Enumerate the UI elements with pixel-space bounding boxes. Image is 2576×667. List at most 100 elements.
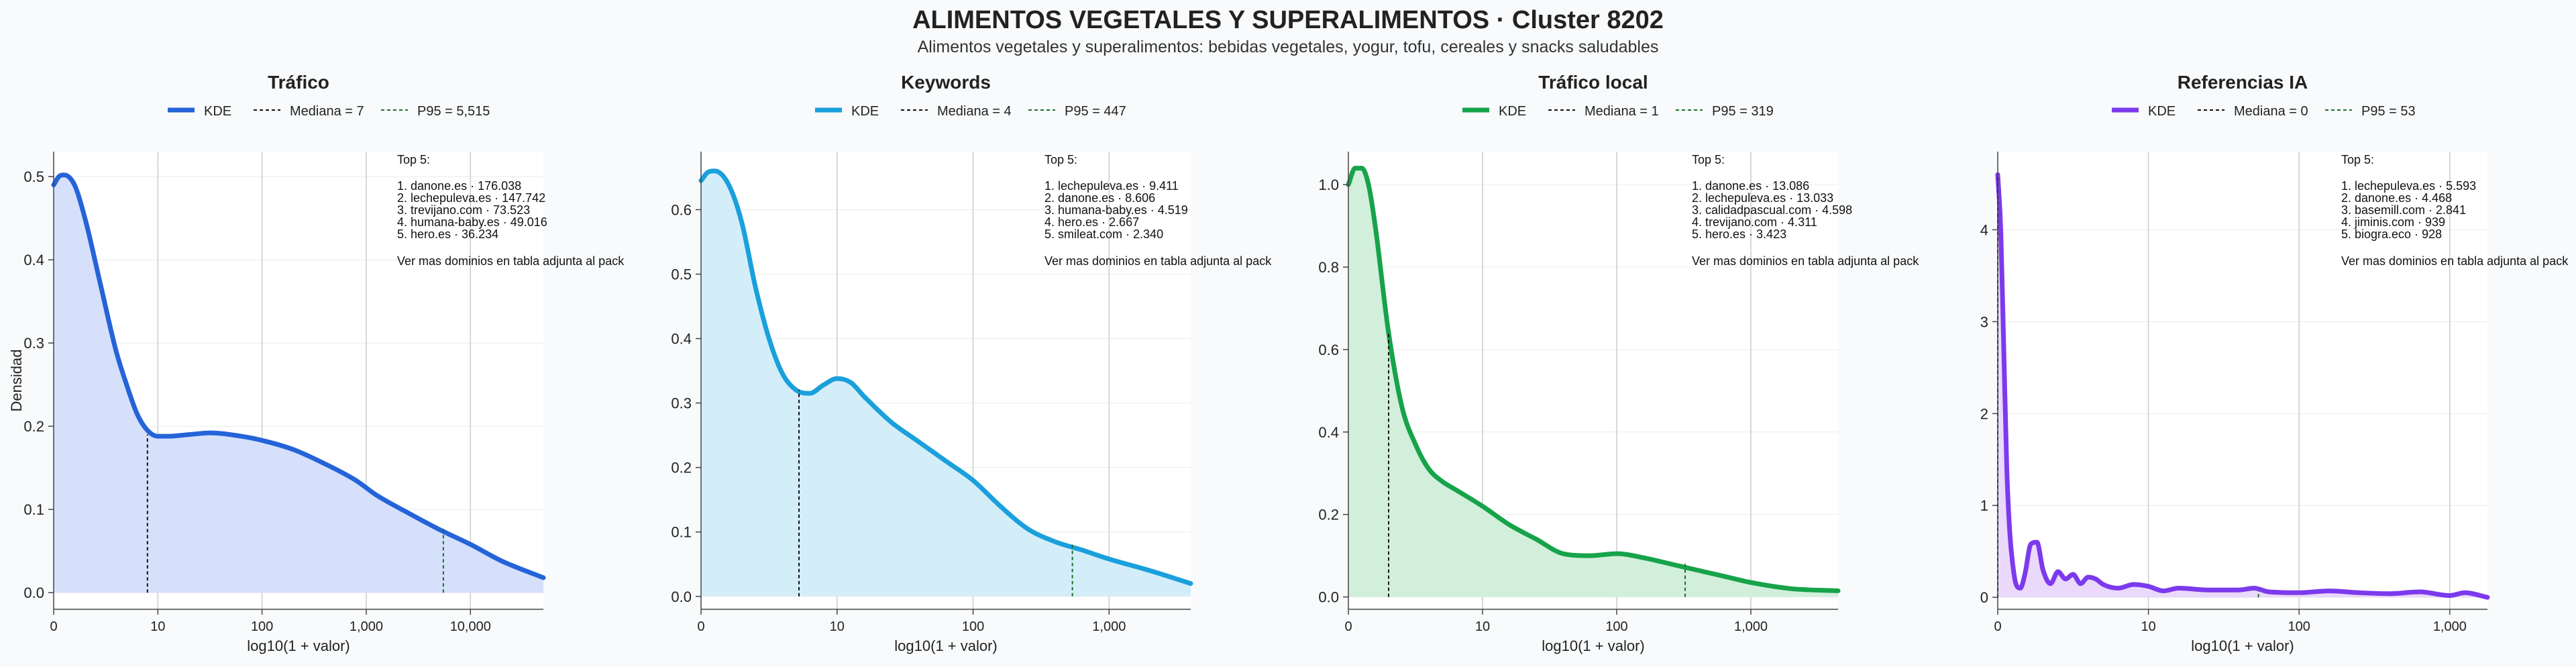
x-tick-label: 1,000: [2433, 619, 2467, 634]
y-tick-label: 4: [1980, 221, 1988, 238]
top5-note: Ver mas dominios en tabla adjunta al pac…: [397, 254, 625, 268]
top5-item: 5. hero.es · 3.423: [1692, 227, 1786, 241]
panel-2: Keywords KDE Mediana = 4 P95 = 447 0.0 0.1 0.2…: [671, 72, 1272, 654]
y-tick-label: 0.3: [23, 335, 44, 352]
x-tick-label: 0: [1344, 619, 1352, 634]
kde-line: [1995, 172, 2490, 600]
legend-kde-label: KDE: [204, 104, 231, 119]
y-tick-label: 0.6: [671, 201, 692, 218]
top5-title: Top 5:: [1044, 153, 1077, 166]
panel-title: Keywords: [901, 72, 991, 93]
x-tick-label: 0: [697, 619, 704, 634]
x-tick-label: 10: [150, 619, 165, 634]
top5-item: 5. smileat.com · 2.340: [1044, 227, 1163, 241]
legend-p95-label: P95 = 447: [1065, 104, 1126, 119]
x-tick-label: 1,000: [350, 619, 383, 634]
top5-item: 2. lechepuleva.es · 147.742: [397, 191, 545, 205]
panel-3: Tráfico local KDE Mediana = 1 P95 = 319 0.0 0…: [1318, 72, 1919, 654]
kde-line: [698, 168, 1193, 586]
kde-area: [1348, 168, 1838, 597]
figure-title: ALIMENTOS VEGETALES Y SUPERALIMENTOS · C…: [912, 6, 1664, 34]
x-tick-label: 100: [2288, 619, 2310, 634]
y-tick-label: 0.1: [23, 501, 44, 518]
legend-kde-label: KDE: [851, 104, 879, 119]
x-tick-label: 1,000: [1092, 619, 1126, 634]
legend-median-label: Mediana = 1: [1585, 104, 1659, 119]
x-axis-label: log10(1 + valor): [1542, 637, 1644, 654]
y-tick-label: 2: [1980, 405, 1988, 422]
y-tick-label: 0.6: [1318, 342, 1339, 358]
y-tick-label: 3: [1980, 313, 1988, 330]
top5-item: 1. lechepuleva.es · 5.593: [2341, 179, 2476, 193]
y-axis-label: Densidad: [8, 350, 25, 412]
legend-p95-label: P95 = 319: [1712, 104, 1774, 119]
top5-item: 3. basemill.com · 2.841: [2341, 203, 2466, 217]
y-tick-label: 0.4: [671, 331, 692, 348]
top5-item: 2. lechepuleva.es · 13.033: [1692, 191, 1833, 205]
y-tick-label: 0.0: [1318, 589, 1339, 606]
y-tick-label: 0.0: [23, 584, 44, 601]
panel-1: Tráfico KDE Mediana = 7 P95 = 5,515 0.0 0.1 0.…: [8, 72, 625, 654]
y-tick-label: 0.2: [671, 460, 692, 476]
top5-item: 5. biogra.eco · 928: [2341, 227, 2442, 241]
y-tick-label: 0.8: [1318, 259, 1339, 276]
x-tick-label: 1,000: [1734, 619, 1768, 634]
legend-median-label: Mediana = 0: [2234, 104, 2308, 119]
y-tick-label: 0.3: [671, 395, 692, 412]
top5-item: 2. danone.es · 8.606: [1044, 191, 1155, 205]
legend-kde-label: KDE: [2148, 104, 2176, 119]
figure-subtitle: Alimentos vegetales y superalimentos: be…: [918, 38, 1659, 56]
top5-item: 1. danone.es · 13.086: [1692, 179, 1809, 193]
legend-median-label: Mediana = 4: [937, 104, 1012, 119]
kde-line: [51, 172, 546, 580]
panel-title: Tráfico: [268, 72, 329, 93]
top5-item: 2. danone.es · 4.468: [2341, 191, 2452, 205]
x-axis-label: log10(1 + valor): [2191, 637, 2294, 654]
y-tick-label: 0.2: [1318, 507, 1339, 523]
y-tick-label: 0.4: [23, 252, 44, 268]
top5-item: 3. trevijano.com · 73.523: [397, 203, 530, 217]
x-tick-label: 0: [50, 619, 57, 634]
top5-item: 5. hero.es · 36.234: [397, 227, 498, 241]
x-tick-label: 10: [830, 619, 845, 634]
plot-area: [1998, 152, 2487, 609]
top5-item: 1. lechepuleva.es · 9.411: [1044, 179, 1179, 193]
top5-item: 4. trevijano.com · 4.311: [1692, 215, 1817, 229]
legend-p95-label: P95 = 53: [2361, 104, 2416, 119]
legend-median-label: Mediana = 7: [290, 104, 364, 119]
y-tick-label: 0.1: [671, 524, 692, 541]
y-tick-label: 1: [1980, 497, 1988, 514]
legend-kde-label: KDE: [1499, 104, 1526, 119]
top5-note: Ver mas dominios en tabla adjunta al pac…: [1692, 254, 1919, 268]
legend-p95-label: P95 = 5,515: [417, 104, 490, 119]
top5-item: 4. jiminis.com · 939: [2341, 215, 2445, 229]
top5-note: Ver mas dominios en tabla adjunta al pac…: [1044, 254, 1272, 268]
top5-item: 3. humana-baby.es · 4.519: [1044, 203, 1188, 217]
y-tick-label: 0.5: [671, 266, 692, 283]
kde-area: [54, 174, 543, 593]
y-tick-label: 1.0: [1318, 176, 1339, 193]
top5-item: 4. hero.es · 2.667: [1044, 215, 1139, 229]
top5-item: 1. danone.es · 176.038: [397, 179, 521, 193]
y-tick-label: 0.0: [671, 588, 692, 605]
y-tick-label: 0: [1980, 589, 1988, 606]
y-tick-label: 0.5: [23, 168, 44, 185]
top5-item: 3. calidadpascual.com · 4.598: [1692, 203, 1852, 217]
top5-title: Top 5:: [1692, 153, 1725, 166]
x-tick-label: 100: [251, 619, 273, 634]
top5-item: 4. humana-baby.es · 49.016: [397, 215, 547, 229]
x-tick-label: 10: [2141, 619, 2155, 634]
x-axis-label: log10(1 + valor): [247, 637, 350, 654]
top5-title: Top 5:: [397, 153, 430, 166]
x-tick-label: 100: [962, 619, 984, 634]
x-axis-label: log10(1 + valor): [894, 637, 997, 654]
kde-area: [701, 170, 1191, 597]
x-tick-label: 10: [1475, 619, 1490, 634]
panel-title: Referencias IA: [2178, 72, 2308, 93]
x-tick-label: 10,000: [450, 619, 491, 634]
top5-title: Top 5:: [2341, 153, 2374, 166]
x-tick-label: 0: [1994, 619, 2001, 634]
